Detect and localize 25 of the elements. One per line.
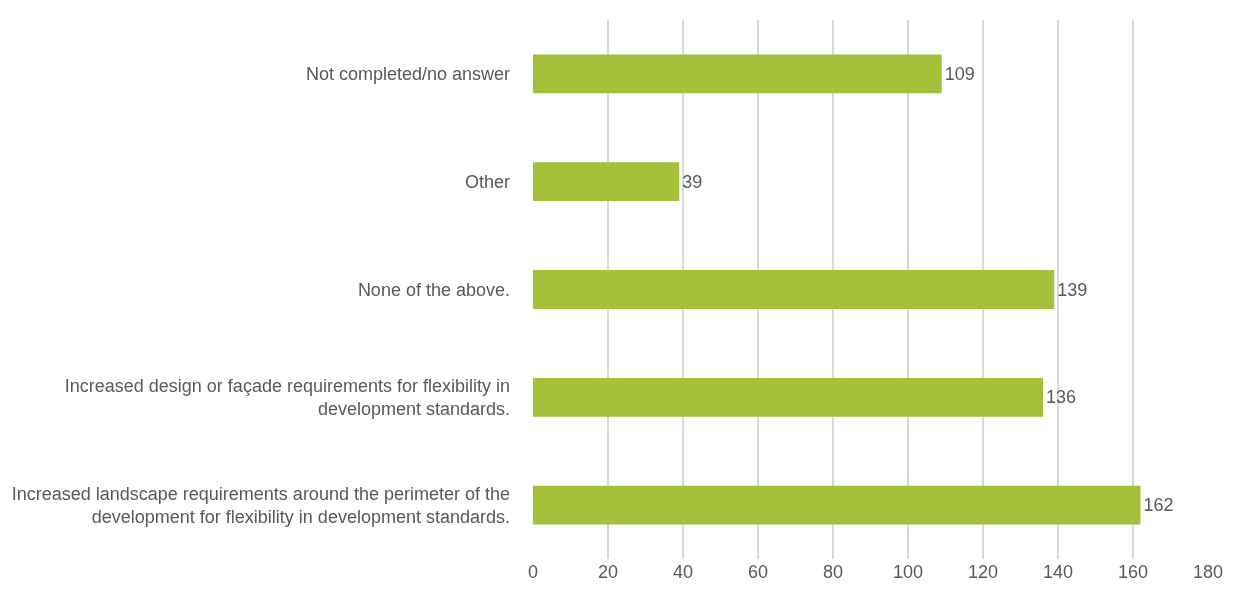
x-tick-label: 100 — [892, 562, 924, 582]
y-tick-label: Increased design or façade requirements for flexibility in development standards. — [64, 375, 510, 420]
x-tick-label: 180 — [1192, 562, 1224, 582]
x-tick-label: 80 — [822, 562, 844, 582]
bar — [533, 270, 1055, 309]
data-label: 162 — [1143, 495, 1174, 516]
x-tick-label: 20 — [597, 562, 619, 582]
data-label: 136 — [1046, 387, 1077, 408]
x-tick-label: 0 — [527, 562, 539, 582]
bar — [533, 162, 680, 202]
y-tick-label: Not completed/no answer — [305, 64, 510, 85]
bar — [533, 54, 942, 94]
bar — [533, 377, 1043, 417]
y-tick-label: None of the above. — [357, 279, 510, 300]
x-tick-label: 120 — [967, 562, 999, 582]
x-tick-label: 160 — [1117, 562, 1149, 582]
y-tick-label: Increased landscape requirements around the perimeter of the development for flexibility in development standards. — [11, 483, 510, 528]
x-tick-label: 60 — [747, 562, 769, 582]
data-label: 109 — [944, 63, 975, 84]
x-tick-label: 40 — [672, 562, 694, 582]
data-label: 39 — [682, 171, 703, 192]
x-tick-label: 140 — [1042, 562, 1074, 582]
y-tick-label: Other — [464, 172, 510, 192]
bar — [533, 485, 1141, 525]
data-label: 139 — [1057, 279, 1088, 300]
